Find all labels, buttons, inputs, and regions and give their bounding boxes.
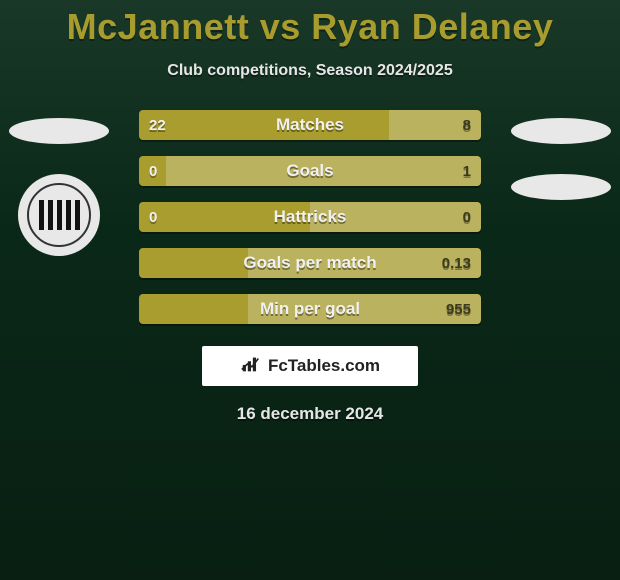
stat-right-value: 0: [463, 202, 471, 232]
player-left-club-logo: [18, 174, 100, 256]
player-right-club-ellipse: [511, 174, 611, 200]
stat-bar-left-segment: [139, 248, 248, 278]
stat-bar-left-segment: [139, 202, 310, 232]
stat-right-value: 8: [463, 110, 471, 140]
stat-left-value: 0: [149, 202, 157, 232]
club-logo-stripes: [37, 199, 82, 231]
bar-chart-icon: [240, 353, 262, 380]
stat-bar: 01Goals: [139, 156, 481, 186]
date-text: 16 december 2024: [0, 404, 620, 424]
stat-bar: 228Matches: [139, 110, 481, 140]
club-logo-inner: [27, 183, 91, 247]
left-badges-column: [4, 118, 114, 256]
stat-bar-right-segment: [166, 156, 481, 186]
stat-bar: 00Hattricks: [139, 202, 481, 232]
stat-bar-right-segment: [310, 202, 481, 232]
player-right-flag-ellipse: [511, 118, 611, 144]
stat-right-value: 0.13: [442, 248, 471, 278]
stat-right-value: 1: [463, 156, 471, 186]
player-left-flag-ellipse: [9, 118, 109, 144]
stat-bar-left-segment: [139, 294, 248, 324]
footer-brand-badge: FcTables.com: [202, 346, 418, 386]
stat-bar: 0.13Goals per match: [139, 248, 481, 278]
stat-row: 955Min per goal: [0, 294, 620, 324]
stat-left-value: 22: [149, 110, 166, 140]
footer-brand-text: FcTables.com: [268, 356, 380, 376]
stat-left-value: 0: [149, 156, 157, 186]
stat-bar-left-segment: [139, 110, 389, 140]
stat-bar: 955Min per goal: [139, 294, 481, 324]
stat-right-value: 955: [446, 294, 471, 324]
right-badges-column: [506, 118, 616, 200]
page-subtitle: Club competitions, Season 2024/2025: [0, 62, 620, 80]
page-title: McJannett vs Ryan Delaney: [0, 0, 620, 48]
